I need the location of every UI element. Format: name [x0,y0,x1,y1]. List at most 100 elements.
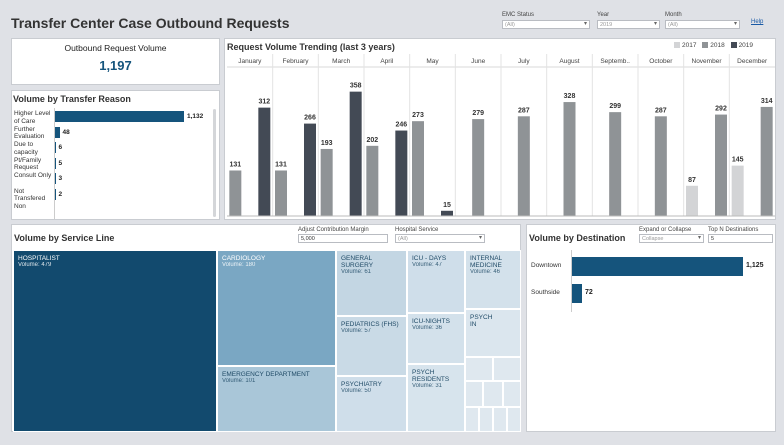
treemap-cell[interactable]: EMERGENCY DEPARTMENT Volume: 101 [217,366,336,432]
destination-axis [571,250,572,312]
emc-status-value: (All) [505,22,515,28]
scrollbar[interactable] [213,109,216,217]
treemap-cell[interactable]: HOSPITALIST Volume: 479 [13,250,217,432]
month-label: April [380,58,394,65]
expand-value: Collapse [642,236,664,242]
trend-bar-2019[interactable] [304,123,316,216]
trend-bar-label: 266 [304,115,316,122]
kpi-title: Outbound Request Volume [64,43,167,53]
treemap-cell-small[interactable] [493,407,507,432]
help-link[interactable]: Help [751,19,764,25]
reason-bar[interactable] [54,111,184,122]
treemap-cell-name: EMERGENCY DEPARTMENT [222,371,310,378]
reason-bar[interactable] [54,126,60,138]
reason-chart: Higher Level of Care 1,132 Further Evaluat… [12,108,212,219]
trend-bar-2018[interactable] [563,102,576,216]
trend-bar-label: 131 [275,161,287,168]
trend-bar-2018[interactable] [472,119,485,216]
month-label: March [332,58,350,65]
treemap-cell[interactable]: PSYCHIATRY Volume: 50 [336,376,407,432]
trend-bar-2018[interactable] [609,112,622,216]
emc-status-select[interactable]: (All) ▾ [502,20,590,29]
treemap-cell-small[interactable] [493,357,521,381]
trend-bar-2019[interactable] [395,130,408,216]
trend-bar-2019[interactable] [349,91,362,216]
trend-title: Request Volume Trending (last 3 years) [227,42,395,52]
month-label: February [282,58,309,65]
trend-bar-label: 292 [715,106,727,113]
treemap-cell-volume: Volume: 31 [412,383,443,389]
treemap-cell-name: ICU-NIGHTS [412,318,450,325]
legend-item-2017[interactable]: 2017 [674,42,696,49]
chevron-down-icon: ▾ [478,235,482,241]
topn-input[interactable]: 5 [708,234,773,243]
trend-bar-2018[interactable] [366,145,379,216]
trend-bar-label: 202 [366,137,378,144]
treemap-cell-volume: Volume: 50 [341,388,372,394]
contrib-label: Adjust Contribution Margin [298,227,369,233]
trend-legend: 2017 2018 2019 [674,42,753,49]
trend-bar-label: 87 [688,177,696,184]
treemap-cell[interactable]: ICU-NIGHTS Volume: 36 [407,313,465,364]
month-label: May [426,58,439,65]
trend-bar-2018[interactable] [517,116,530,216]
treemap-cell-small[interactable] [465,407,479,432]
treemap-cell-name: INTERNAL MEDICINE [470,255,503,269]
legend-item-2019[interactable]: 2019 [730,42,753,49]
treemap-cell[interactable]: PEDIATRICS (FHS) Volume: 57 [336,316,407,376]
treemap-cell[interactable]: ICU - DAYS Volume: 47 [407,250,465,313]
destination-value: 1,125 [746,262,764,269]
trend-bar-2017[interactable] [731,165,744,216]
destination-chart: Downtown 1,125 Southside 72 [527,250,775,330]
trend-bar-2018[interactable] [412,121,424,216]
chevron-down-icon: ▾ [697,235,701,241]
treemap-cell-small[interactable] [507,407,521,432]
treemap-cell[interactable]: PSYCH RESIDENTS Volume: 31 [407,364,465,432]
treemap-cell-name: PSYCH RESIDENTS [412,369,450,383]
month-value: (All) [668,22,678,28]
treemap-cell-name: ICU - DAYS [412,255,447,262]
trend-bar-2018[interactable] [760,106,773,216]
treemap-cell[interactable]: PSYCH IN [465,309,521,357]
trend-bar-2018[interactable] [320,148,333,216]
trend-bar-2018[interactable] [275,170,287,216]
hospital-service-select[interactable]: (All) ▾ [395,234,485,243]
treemap-cell-small[interactable] [465,357,493,381]
month-select[interactable]: (All) ▾ [665,20,740,29]
treemap-cell-volume: Volume: 180 [222,262,256,268]
treemap-cell[interactable]: INTERNAL MEDICINE Volume: 46 [465,250,521,309]
year-select[interactable]: 2019 ▾ [597,20,660,29]
treemap-cell-small[interactable] [483,381,503,407]
trend-bar-2018[interactable] [715,114,727,216]
month-label: November [692,58,723,65]
trend-bar-label: 358 [350,83,362,90]
legend-item-2018[interactable]: 2018 [702,42,725,49]
reason-label: Higher Level of Care [14,110,51,125]
destination-bar[interactable] [571,284,582,303]
trend-panel: Request Volume Trending (last 3 years) 2… [224,38,776,220]
trend-bar-2019[interactable] [441,210,453,216]
treemap-cell-small[interactable] [479,407,493,432]
reason-label: Further Evaluation [14,125,45,141]
reason-label: Not Transfered [14,187,46,203]
contrib-input[interactable]: 5,000 [298,234,388,243]
expand-select[interactable]: Collapse ▾ [639,234,704,243]
legend-label: 2017 [682,42,697,49]
treemap-cell-small[interactable] [503,381,521,407]
month-label: Month [665,12,682,18]
trend-bar-2017[interactable] [686,185,698,216]
reason-title: Volume by Transfer Reason [13,94,131,104]
trend-bar-2018[interactable] [229,170,242,216]
treemap-cell-small[interactable] [465,381,483,407]
trend-bar-2018[interactable] [654,116,667,216]
destination-bar[interactable] [571,257,743,276]
month-label: August [559,58,579,65]
legend-swatch [702,42,709,49]
trend-bar-2019[interactable] [258,107,271,216]
legend-label: 2018 [710,42,725,49]
treemap-cell[interactable]: GENERAL SURGERY Volume: 61 [336,250,407,316]
treemap-cell[interactable]: CARDIOLOGY Volume: 180 [217,250,336,366]
treemap-cell-name: PSYCHIATRY [341,381,382,388]
destination-title: Volume by Destination [529,233,626,243]
legend-swatch [674,42,680,49]
